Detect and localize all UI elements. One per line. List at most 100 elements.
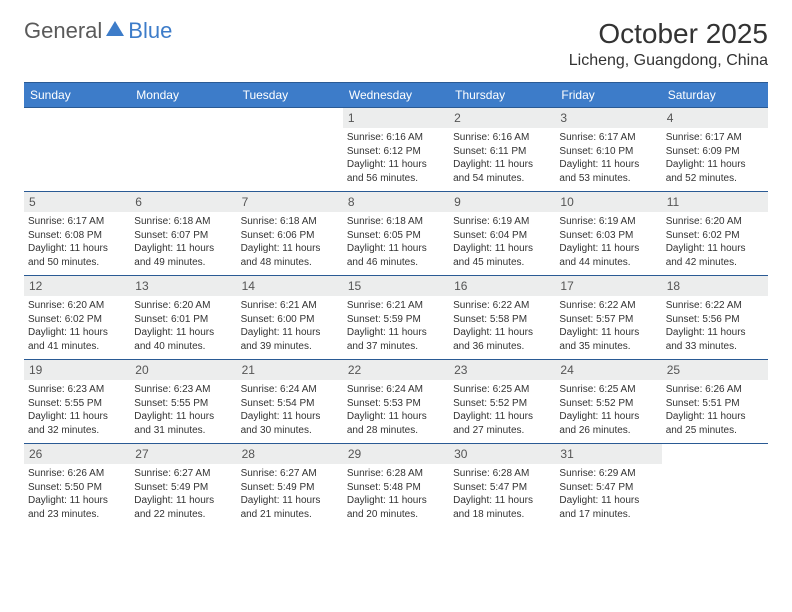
calendar-body: 1 Sunrise: 6:16 AMSunset: 6:12 PMDaylight… (24, 108, 768, 528)
weekday-header: Saturday (662, 83, 768, 108)
weekday-header: Sunday (24, 83, 130, 108)
day-details: Sunrise: 6:18 AMSunset: 6:07 PMDaylight:… (134, 215, 232, 269)
day-cell: 10 Sunrise: 6:19 AMSunset: 6:03 PMDayligh… (555, 192, 661, 276)
empty-cell (662, 444, 768, 527)
day-cell: 15 Sunrise: 6:21 AMSunset: 5:59 PMDayligh… (343, 276, 449, 360)
week-row: 26Sunrise: 6:26 AMSunset: 5:50 PMDayligh… (24, 444, 768, 527)
day-number: 15 (343, 276, 449, 296)
day-cell: 30Sunrise: 6:28 AMSunset: 5:47 PMDayligh… (449, 444, 555, 527)
day-details: Sunrise: 6:17 AMSunset: 6:08 PMDaylight:… (28, 215, 126, 269)
day-details: Sunrise: 6:21 AMSunset: 6:00 PMDaylight:… (241, 299, 339, 353)
day-number: 23 (449, 360, 555, 380)
day-cell: 5 Sunrise: 6:17 AMSunset: 6:08 PMDaylight… (24, 192, 130, 276)
day-cell: 19 Sunrise: 6:23 AMSunset: 5:55 PMDayligh… (24, 360, 130, 444)
day-details: Sunrise: 6:22 AMSunset: 5:57 PMDaylight:… (559, 299, 657, 353)
day-details: Sunrise: 6:22 AMSunset: 5:58 PMDaylight:… (453, 299, 551, 353)
day-details: Sunrise: 6:23 AMSunset: 5:55 PMDaylight:… (134, 383, 232, 437)
day-number: 10 (555, 192, 661, 212)
day-details: Sunrise: 6:18 AMSunset: 6:06 PMDaylight:… (241, 215, 339, 269)
day-number: 17 (555, 276, 661, 296)
empty-cell (237, 108, 343, 192)
day-number: 24 (555, 360, 661, 380)
day-details: Sunrise: 6:25 AMSunset: 5:52 PMDaylight:… (559, 383, 657, 437)
day-cell: 29Sunrise: 6:28 AMSunset: 5:48 PMDayligh… (343, 444, 449, 527)
day-number: 14 (237, 276, 343, 296)
day-cell: 18Sunrise: 6:22 AMSunset: 5:56 PMDayligh… (662, 276, 768, 360)
day-number: 18 (662, 276, 768, 296)
day-cell: 1 Sunrise: 6:16 AMSunset: 6:12 PMDaylight… (343, 108, 449, 192)
day-number: 16 (449, 276, 555, 296)
day-cell: 24 Sunrise: 6:25 AMSunset: 5:52 PMDayligh… (555, 360, 661, 444)
title-block: October 2025 Licheng, Guangdong, China (569, 18, 768, 70)
day-cell: 13 Sunrise: 6:20 AMSunset: 6:01 PMDayligh… (130, 276, 236, 360)
day-number: 3 (555, 108, 661, 128)
day-number: 22 (343, 360, 449, 380)
weekday-header: Thursday (449, 83, 555, 108)
day-details: Sunrise: 6:18 AMSunset: 6:05 PMDaylight:… (347, 215, 445, 269)
day-details: Sunrise: 6:19 AMSunset: 6:04 PMDaylight:… (453, 215, 551, 269)
month-title: October 2025 (569, 18, 768, 50)
day-cell: 9 Sunrise: 6:19 AMSunset: 6:04 PMDaylight… (449, 192, 555, 276)
calendar-table: SundayMondayTuesdayWednesdayThursdayFrid… (24, 82, 768, 527)
day-cell: 22 Sunrise: 6:24 AMSunset: 5:53 PMDayligh… (343, 360, 449, 444)
logo-text-general: General (24, 18, 102, 44)
day-number: 5 (24, 192, 130, 212)
weekday-header: Monday (130, 83, 236, 108)
week-row: 12Sunrise: 6:20 AMSunset: 6:02 PMDayligh… (24, 276, 768, 360)
day-details: Sunrise: 6:20 AMSunset: 6:01 PMDaylight:… (134, 299, 232, 353)
week-row: 5 Sunrise: 6:17 AMSunset: 6:08 PMDaylight… (24, 192, 768, 276)
day-number: 8 (343, 192, 449, 212)
day-details: Sunrise: 6:17 AMSunset: 6:10 PMDaylight:… (559, 131, 657, 185)
day-details: Sunrise: 6:19 AMSunset: 6:03 PMDaylight:… (559, 215, 657, 269)
day-cell: 26Sunrise: 6:26 AMSunset: 5:50 PMDayligh… (24, 444, 130, 527)
day-cell: 28Sunrise: 6:27 AMSunset: 5:49 PMDayligh… (237, 444, 343, 527)
day-cell: 7Sunrise: 6:18 AMSunset: 6:06 PMDaylight… (237, 192, 343, 276)
day-number: 20 (130, 360, 236, 380)
day-cell: 3 Sunrise: 6:17 AMSunset: 6:10 PMDaylight… (555, 108, 661, 192)
day-cell: 8 Sunrise: 6:18 AMSunset: 6:05 PMDaylight… (343, 192, 449, 276)
day-number: 13 (130, 276, 236, 296)
day-number: 6 (130, 192, 236, 212)
day-cell: 23Sunrise: 6:25 AMSunset: 5:52 PMDayligh… (449, 360, 555, 444)
day-details: Sunrise: 6:24 AMSunset: 5:54 PMDaylight:… (241, 383, 339, 437)
day-number: 19 (24, 360, 130, 380)
day-details: Sunrise: 6:21 AMSunset: 5:59 PMDaylight:… (347, 299, 445, 353)
day-number: 4 (662, 108, 768, 128)
day-cell: 25Sunrise: 6:26 AMSunset: 5:51 PMDayligh… (662, 360, 768, 444)
day-number: 27 (130, 444, 236, 464)
day-details: Sunrise: 6:24 AMSunset: 5:53 PMDaylight:… (347, 383, 445, 437)
day-details: Sunrise: 6:29 AMSunset: 5:47 PMDaylight:… (559, 467, 657, 521)
logo-sail-icon (104, 19, 126, 44)
weekday-header: Wednesday (343, 83, 449, 108)
day-number: 12 (24, 276, 130, 296)
day-cell: 14 Sunrise: 6:21 AMSunset: 6:00 PMDayligh… (237, 276, 343, 360)
day-number: 9 (449, 192, 555, 212)
day-cell: 21Sunrise: 6:24 AMSunset: 5:54 PMDayligh… (237, 360, 343, 444)
day-details: Sunrise: 6:28 AMSunset: 5:48 PMDaylight:… (347, 467, 445, 521)
day-details: Sunrise: 6:20 AMSunset: 6:02 PMDaylight:… (666, 215, 764, 269)
day-cell: 12Sunrise: 6:20 AMSunset: 6:02 PMDayligh… (24, 276, 130, 360)
day-details: Sunrise: 6:16 AMSunset: 6:11 PMDaylight:… (453, 131, 551, 185)
day-details: Sunrise: 6:23 AMSunset: 5:55 PMDaylight:… (28, 383, 126, 437)
day-cell: 11 Sunrise: 6:20 AMSunset: 6:02 PMDayligh… (662, 192, 768, 276)
day-cell: 27Sunrise: 6:27 AMSunset: 5:49 PMDayligh… (130, 444, 236, 527)
empty-cell (24, 108, 130, 192)
day-details: Sunrise: 6:16 AMSunset: 6:12 PMDaylight:… (347, 131, 445, 185)
day-cell: 6 Sunrise: 6:18 AMSunset: 6:07 PMDaylight… (130, 192, 236, 276)
weekday-header: Tuesday (237, 83, 343, 108)
day-cell: 17 Sunrise: 6:22 AMSunset: 5:57 PMDayligh… (555, 276, 661, 360)
day-cell: 31 Sunrise: 6:29 AMSunset: 5:47 PMDayligh… (555, 444, 661, 527)
empty-cell (130, 108, 236, 192)
day-details: Sunrise: 6:28 AMSunset: 5:47 PMDaylight:… (453, 467, 551, 521)
day-number: 11 (662, 192, 768, 212)
day-number: 28 (237, 444, 343, 464)
header: General Blue October 2025 Licheng, Guang… (24, 18, 768, 70)
logo-text-blue: Blue (128, 18, 172, 44)
day-details: Sunrise: 6:26 AMSunset: 5:51 PMDaylight:… (666, 383, 764, 437)
day-cell: 4 Sunrise: 6:17 AMSunset: 6:09 PMDaylight… (662, 108, 768, 192)
week-row: 19Sunrise: 6:23 AMSunset: 5:55 PMDayligh… (24, 360, 768, 444)
day-number: 26 (24, 444, 130, 464)
day-details: Sunrise: 6:17 AMSunset: 6:09 PMDaylight:… (666, 131, 764, 185)
day-number: 1 (343, 108, 449, 128)
day-number: 31 (555, 444, 661, 464)
